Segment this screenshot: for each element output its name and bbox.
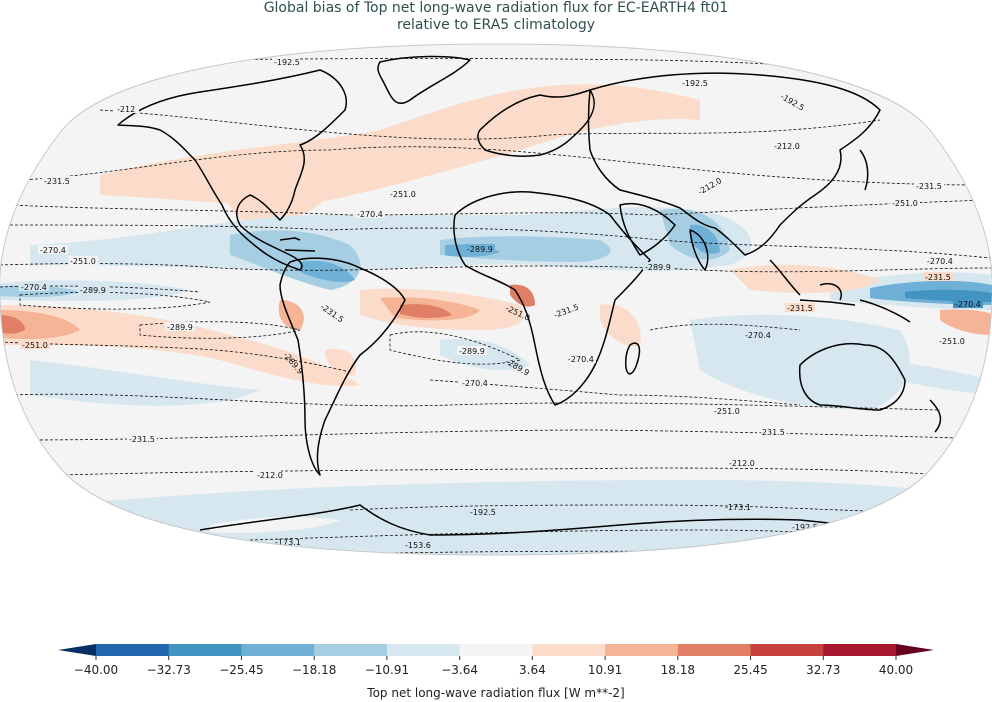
colorbar-tick-label: −40.00: [74, 663, 118, 677]
colorbar-bin: [96, 644, 170, 656]
svg-text:-212.0: -212.0: [774, 142, 800, 151]
colorbar-bin: [168, 644, 242, 656]
svg-text:-173.1: -173.1: [725, 503, 751, 512]
svg-text:-251.0: -251.0: [390, 190, 416, 199]
colorbar-tick-label: 10.91: [588, 663, 622, 677]
svg-text:-231.5: -231.5: [925, 273, 951, 282]
svg-text:-231.5: -231.5: [916, 182, 942, 191]
svg-text:-192.5: -192.5: [682, 79, 708, 88]
svg-text:-270.4: -270.4: [745, 331, 771, 340]
svg-text:-212.0: -212.0: [257, 471, 283, 480]
colorbar-tick-label: 18.18: [661, 663, 695, 677]
svg-text:-192.5: -192.5: [470, 508, 496, 517]
svg-text:-231.5: -231.5: [787, 304, 813, 313]
colorbar: −40.00 −32.73 −25.45 −18.18 −10.91 −3.64 3.64 1…: [58, 644, 934, 700]
svg-text:-289.9: -289.9: [80, 286, 106, 295]
svg-text:-289.9: -289.9: [645, 263, 671, 272]
svg-text:-212: -212: [117, 105, 135, 114]
colorbar-extend-min: [58, 644, 96, 656]
svg-text:-251.0: -251.0: [22, 341, 48, 350]
colorbar-bin: [605, 644, 679, 656]
svg-text:-289.9: -289.9: [167, 323, 193, 332]
svg-text:-289.9: -289.9: [467, 245, 493, 254]
chart-title-line1: Global bias of Top net long-wave radiati…: [263, 0, 729, 16]
svg-text:-270.4: -270.4: [955, 300, 981, 309]
colorbar-tick-label: −25.45: [219, 663, 263, 677]
colorbar-bin: [532, 644, 606, 656]
colorbar-tick-label: −18.18: [292, 663, 336, 677]
svg-text:-212.0: -212.0: [729, 459, 755, 468]
colorbar-tick-label: 3.64: [519, 663, 546, 677]
colorbar-bin: [459, 644, 533, 656]
colorbar-bin: [823, 644, 897, 656]
svg-text:-192.5: -192.5: [274, 58, 300, 67]
colorbar-tick-label: −3.64: [441, 663, 478, 677]
colorbar-tick-label: 25.45: [733, 663, 767, 677]
svg-text:-270.4: -270.4: [21, 283, 47, 292]
svg-text:-251.0: -251.0: [70, 257, 96, 266]
colorbar-bin: [386, 644, 461, 656]
svg-text:-270.4: -270.4: [927, 257, 953, 266]
svg-text:-231.5: -231.5: [44, 177, 70, 186]
svg-text:-153.6: -153.6: [743, 542, 769, 551]
svg-text:-270.4: -270.4: [462, 379, 488, 388]
colorbar-tick-label: 40.00: [879, 663, 913, 677]
colorbar-title: Top net long-wave radiation flux [W m**-…: [366, 686, 624, 700]
svg-text:-231.5: -231.5: [759, 428, 785, 437]
chart-title-line2: relative to ERA5 climatology: [396, 17, 596, 33]
colorbar-extend-max: [896, 644, 934, 656]
colorbar-tick-label: −32.73: [147, 663, 191, 677]
world-map: -192.5 -212 -231.5 -251.0 -270.4 -270.4 …: [0, 43, 992, 556]
colorbar-bin: [750, 644, 824, 656]
colorbar-bin: [314, 644, 388, 656]
colorbar-bin: [677, 644, 752, 656]
svg-text:-192.5: -192.5: [792, 523, 818, 532]
colorbar-bin: [241, 644, 315, 656]
svg-text:-289.9: -289.9: [459, 347, 485, 356]
svg-text:-251.0: -251.0: [892, 199, 918, 208]
svg-text:-173.1: -173.1: [275, 538, 301, 547]
svg-text:-153.6: -153.6: [405, 541, 431, 550]
colorbar-tick-label: 32.73: [806, 663, 840, 677]
svg-text:-270.4: -270.4: [357, 210, 383, 219]
svg-text:-270.4: -270.4: [40, 246, 66, 255]
svg-text:-251.0: -251.0: [714, 407, 740, 416]
svg-text:-231.5: -231.5: [129, 435, 155, 444]
svg-text:-270.4: -270.4: [568, 355, 594, 364]
colorbar-tick-label: −10.91: [365, 663, 409, 677]
svg-text:-251.0: -251.0: [939, 337, 965, 346]
